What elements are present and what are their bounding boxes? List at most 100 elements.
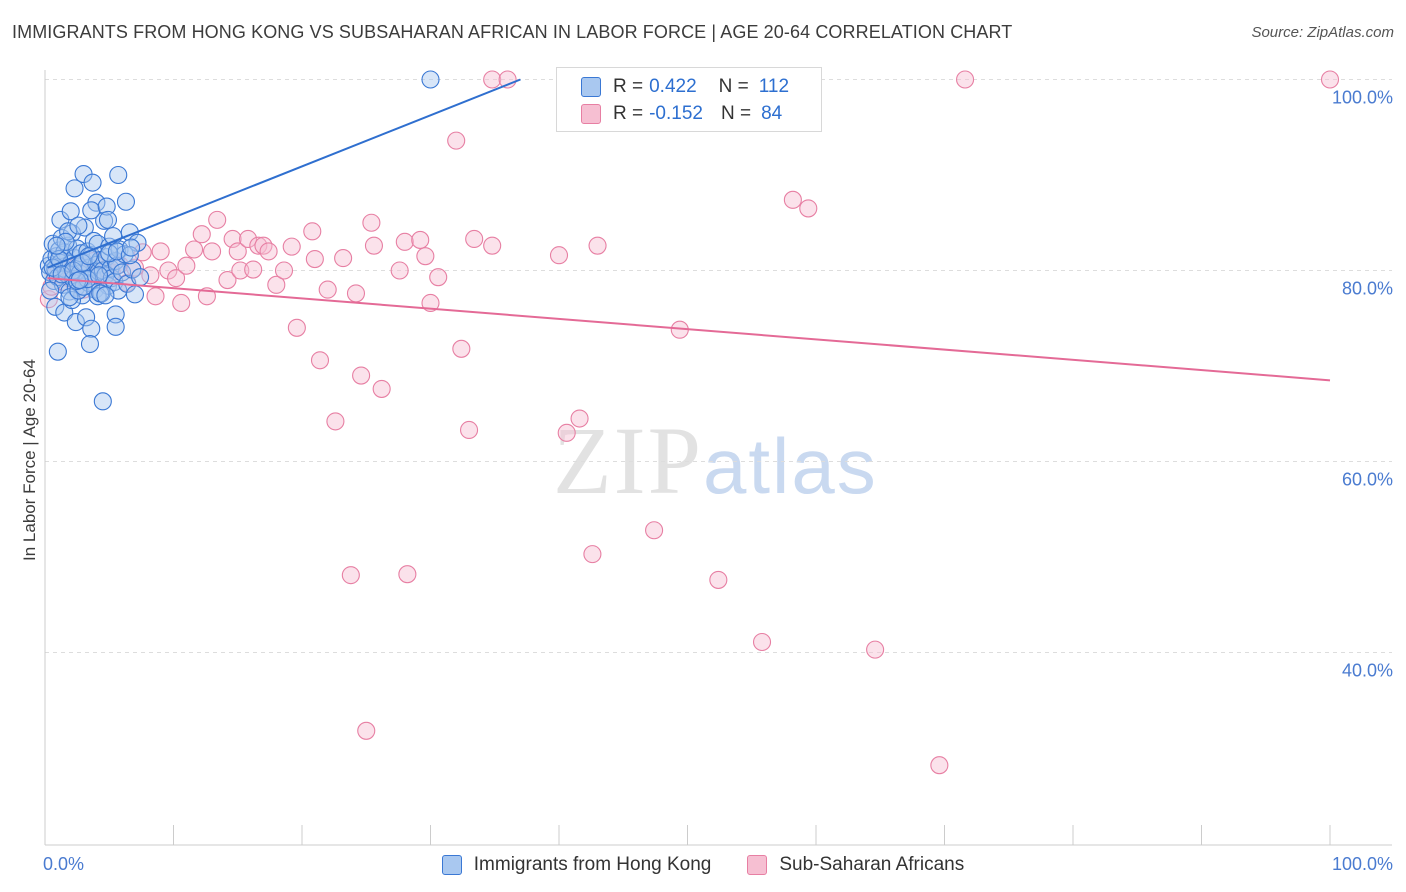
legend-swatch-sub-saharan [581, 104, 601, 124]
scatter-point [159, 261, 178, 280]
scatter-point [82, 201, 101, 220]
legend-n-value: 84 [761, 103, 783, 124]
scatter-point [46, 297, 65, 316]
y-tick-label: 100.0% [1332, 88, 1393, 108]
legend-r-label: R = [613, 103, 644, 124]
scatter-point [131, 268, 150, 287]
legend-label-sub-saharan: Sub-Saharan Africans [779, 854, 965, 875]
scatter-point [41, 281, 60, 300]
scatter-point [645, 521, 664, 540]
scatter-point [411, 230, 430, 249]
scatter-point [125, 285, 144, 304]
legend-item-sub-saharan[interactable]: Sub-Saharan Africans [747, 854, 964, 876]
scatter-point [583, 545, 602, 564]
trend-line-hong-kong [47, 78, 521, 269]
scatter-point [709, 570, 728, 589]
scatter-point [65, 179, 84, 198]
scatter-point [167, 269, 186, 288]
watermark: ZIPatlas [553, 405, 878, 516]
y-tick-label: 60.0% [1342, 470, 1393, 490]
scatter-point [123, 260, 142, 279]
scatter-point [570, 409, 589, 428]
scatter-point [172, 293, 191, 313]
legend-row-sub-saharan: R = -0.152 N = 84 [581, 101, 782, 127]
scatter-point [310, 351, 330, 370]
scatter-point [447, 131, 466, 150]
scatter-point [113, 263, 132, 282]
scatter-point [357, 721, 376, 740]
scatter-point [59, 222, 78, 241]
legend-r-value: 0.422 [649, 76, 697, 97]
scatter-point [218, 270, 237, 290]
scatter-point [421, 70, 440, 89]
legend-item-hong-kong[interactable]: Immigrants from Hong Kong [441, 854, 711, 876]
scatter-point [96, 286, 115, 305]
scatter-point [75, 218, 94, 237]
scatter-point [177, 256, 196, 275]
scatter-point [238, 229, 258, 249]
scatter-point [77, 308, 96, 327]
scatter-point [244, 260, 263, 279]
scatter-point [783, 190, 802, 209]
legend-swatch-sub-saharan [747, 855, 768, 875]
scatter-point [956, 70, 975, 89]
series-legend: Immigrants from Hong Kong Sub-Saharan Af… [0, 852, 1406, 878]
scatter-point [341, 566, 360, 585]
scatter-point [100, 244, 119, 263]
tick-labels: 100.0% 80.0% 60.0% 40.0% 0.0% 100.0% [43, 88, 1393, 875]
scatter-point [97, 197, 116, 216]
scatter-point [352, 366, 371, 385]
scatter-point [106, 317, 125, 336]
legend-n-value: 112 [758, 76, 790, 97]
scatter-point [88, 287, 107, 306]
axes [44, 70, 1392, 846]
trend-lines [47, 78, 1331, 382]
legend-r-label: R = [613, 76, 644, 97]
legend-swatch-hong-kong [581, 77, 601, 97]
scatter-point [459, 420, 479, 440]
scatter-point [866, 640, 885, 659]
scatter-point [146, 287, 165, 306]
scatter-point [483, 70, 502, 89]
scatter-point [61, 202, 80, 221]
scatter-point [416, 247, 435, 266]
scatter-point [588, 236, 607, 255]
trend-line-sub-saharan [47, 277, 1331, 382]
scatter-point [203, 242, 222, 261]
scatter-point [483, 236, 502, 255]
scatter-point [151, 242, 170, 261]
scatter-point [82, 319, 101, 338]
scatter-point [395, 232, 414, 251]
scatter-point [362, 213, 381, 232]
scatter-point [421, 293, 440, 313]
scatter-point [346, 284, 366, 303]
scatter-point [62, 291, 82, 310]
watermark-zip: ZIP [553, 407, 703, 514]
scatter-point [305, 249, 324, 269]
legend-r-value: -0.152 [649, 103, 703, 124]
scatter-point [47, 236, 66, 255]
scatter-point [109, 165, 128, 185]
scatter-point [303, 222, 322, 241]
watermark-atlas: atlas [703, 422, 878, 510]
scatter-point [208, 210, 227, 229]
scatter-point [254, 236, 273, 255]
scatter-point [231, 261, 250, 280]
scatter-point [228, 242, 247, 261]
chart-title: IMMIGRANTS FROM HONG KONG VS SUBSAHARAN … [12, 22, 1013, 42]
scatter-point [93, 392, 112, 411]
scatter-point [334, 249, 353, 268]
scatter-point [89, 266, 109, 285]
scatter-point [752, 632, 772, 652]
scatter-point [56, 232, 75, 251]
scatter-point [465, 229, 484, 249]
scatter-point [259, 242, 278, 261]
scatter-point [274, 261, 294, 280]
scatter-point [185, 240, 204, 259]
scatter-point [98, 210, 118, 229]
scatter-point [110, 240, 129, 259]
scatter-point [429, 268, 448, 287]
scatter-point [66, 313, 85, 332]
scatter-point [372, 379, 391, 398]
